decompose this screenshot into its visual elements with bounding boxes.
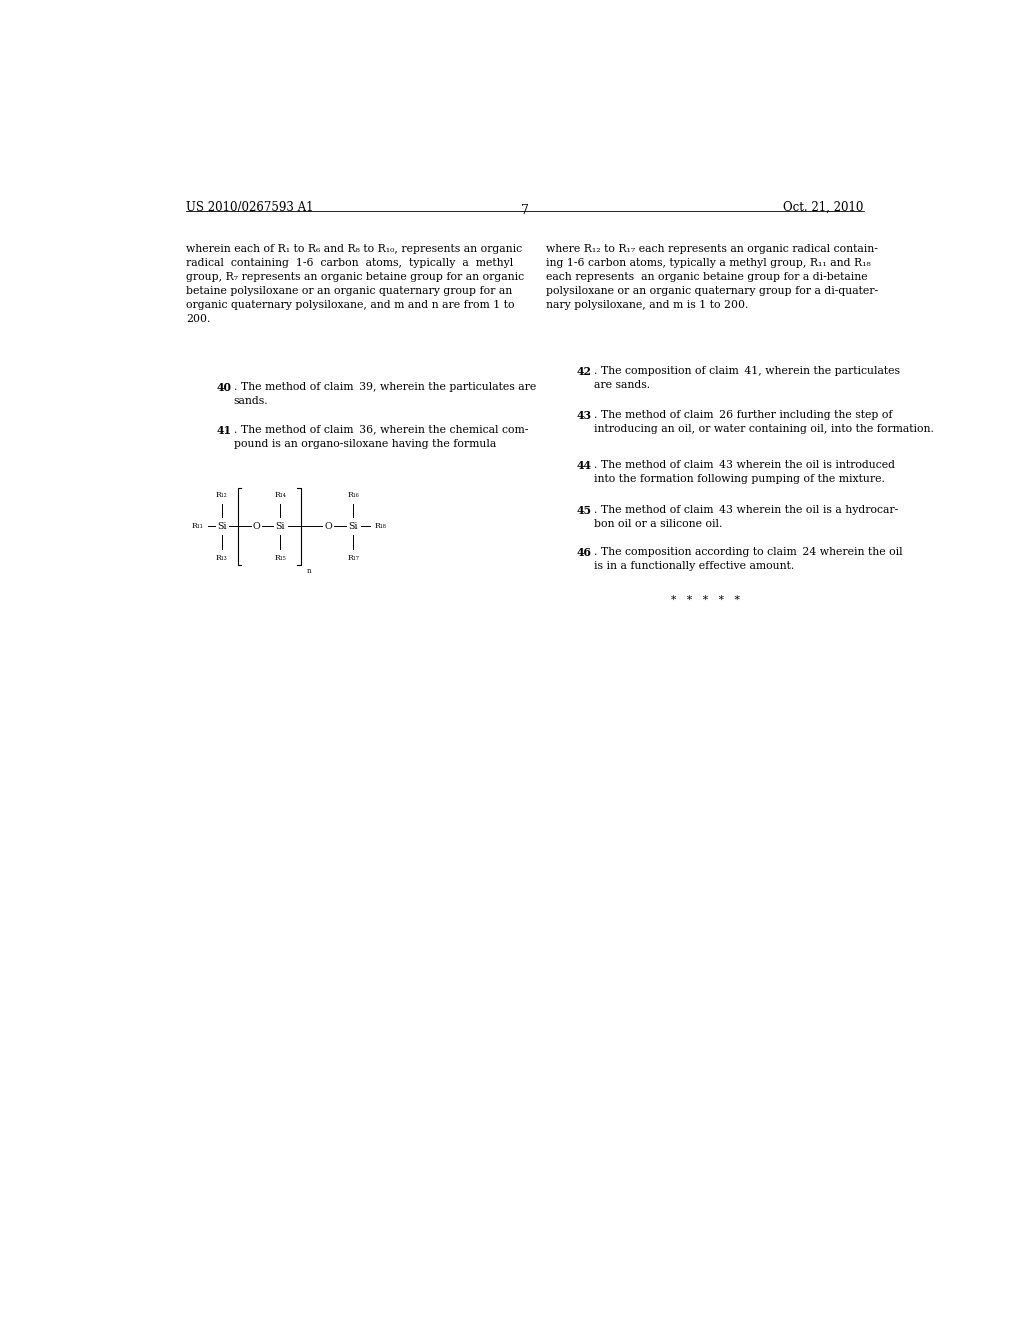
Text: Si: Si	[348, 521, 358, 531]
Text: . The method of claim  36, wherein the chemical com-
pound is an organo-siloxane: . The method of claim 36, wherein the ch…	[233, 425, 528, 449]
Text: 46: 46	[577, 546, 592, 557]
Text: . The method of claim  43 wherein the oil is introduced
into the formation follo: . The method of claim 43 wherein the oil…	[594, 461, 895, 484]
Text: n: n	[307, 568, 311, 576]
Text: *   *   *   *   *: * * * * *	[671, 595, 739, 606]
Text: . The method of claim  43 wherein the oil is a hydrocar-
bon oil or a silicone o: . The method of claim 43 wherein the oil…	[594, 506, 898, 529]
Text: . The composition according to claim  24 wherein the oil
is in a functionally ef: . The composition according to claim 24 …	[594, 546, 902, 570]
Text: 44: 44	[577, 461, 592, 471]
Text: 42: 42	[577, 366, 592, 376]
Text: . The composition of claim  41, wherein the particulates
are sands.: . The composition of claim 41, wherein t…	[594, 366, 900, 389]
Text: 45: 45	[577, 506, 592, 516]
Text: O: O	[253, 521, 260, 531]
Text: 7: 7	[521, 205, 528, 216]
Text: Si: Si	[275, 521, 285, 531]
Text: R₁₂: R₁₂	[216, 491, 227, 499]
Text: 41: 41	[216, 425, 231, 436]
Text: R₁₅: R₁₅	[274, 554, 287, 562]
Text: R₁₈: R₁₈	[375, 523, 386, 531]
Text: Oct. 21, 2010: Oct. 21, 2010	[783, 201, 863, 214]
Text: . The method of claim  39, wherein the particulates are
sands.: . The method of claim 39, wherein the pa…	[233, 381, 536, 407]
Text: R₁₆: R₁₆	[347, 491, 359, 499]
Text: R₁₃: R₁₃	[216, 554, 227, 562]
Text: US 2010/0267593 A1: US 2010/0267593 A1	[186, 201, 313, 214]
Text: 43: 43	[577, 411, 592, 421]
Text: . The method of claim  26 further including the step of
introducing an oil, or w: . The method of claim 26 further includi…	[594, 411, 934, 434]
Text: wherein each of R₁ to R₆ and R₈ to R₁₀, represents an organic
radical  containin: wherein each of R₁ to R₆ and R₈ to R₁₀, …	[186, 244, 524, 323]
Text: where R₁₂ to R₁₇ each represents an organic radical contain-
ing 1-6 carbon atom: where R₁₂ to R₁₇ each represents an orga…	[546, 244, 879, 310]
Text: R₁₇: R₁₇	[347, 554, 359, 562]
Text: R₁₁: R₁₁	[191, 523, 204, 531]
Text: R₁₄: R₁₄	[274, 491, 287, 499]
Text: Si: Si	[217, 521, 226, 531]
Text: 40: 40	[216, 381, 231, 393]
Text: O: O	[325, 521, 332, 531]
